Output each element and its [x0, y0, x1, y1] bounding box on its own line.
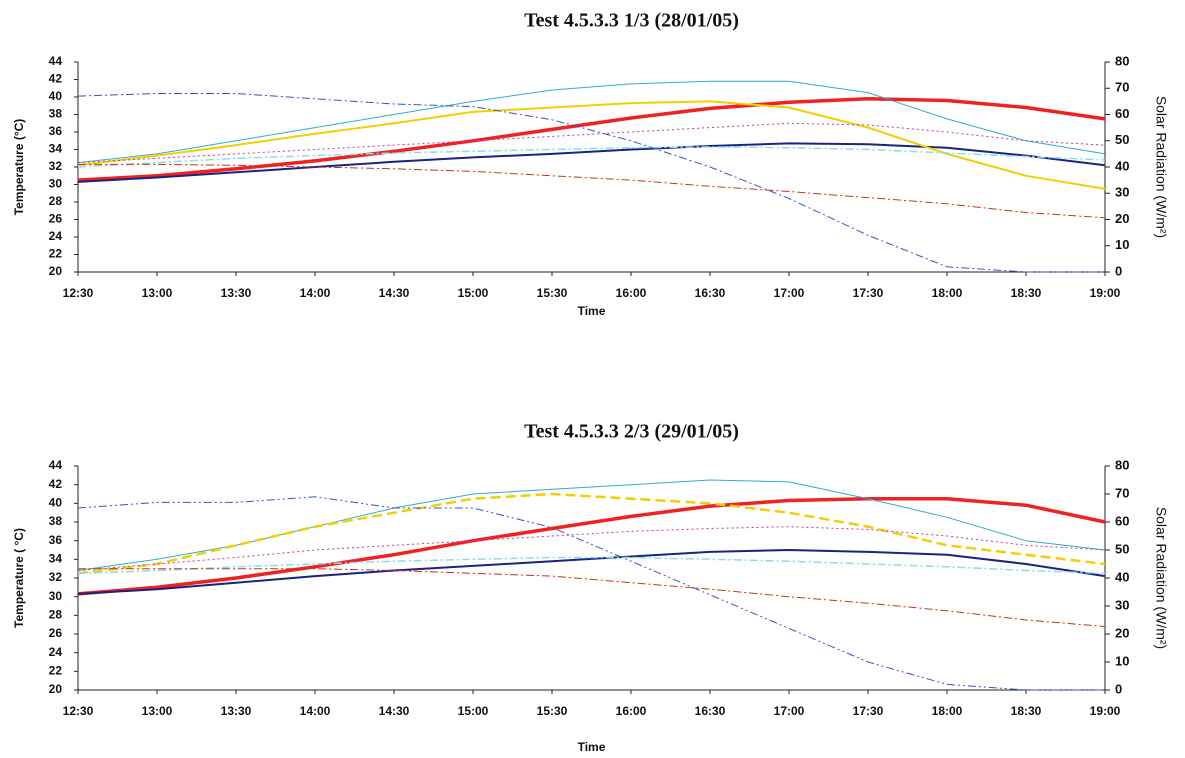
- y-tick-label: 42: [49, 72, 63, 86]
- series-line: [78, 568, 1106, 627]
- x-tick-label: 17:00: [774, 286, 805, 300]
- y-tick-label: 30: [49, 589, 63, 603]
- series-line: [77, 496, 1105, 691]
- x-tick-label: 12:30: [63, 286, 94, 300]
- x-tick-label: 15:30: [537, 286, 568, 300]
- y-tick-label: 34: [49, 552, 63, 566]
- series-line: [77, 556, 1106, 575]
- y2-tick-label: 30: [1115, 597, 1129, 612]
- y2-tick-label: 30: [1115, 185, 1129, 200]
- x-tick-label: 15:00: [458, 286, 489, 300]
- y2-tick-label: 50: [1115, 541, 1129, 556]
- x-tick-label: 17:00: [774, 704, 805, 718]
- y-tick-label: 36: [49, 533, 63, 547]
- series-line: [78, 163, 1106, 219]
- series-line: [77, 146, 1106, 168]
- series-line: [77, 492, 1106, 575]
- y-tick-label: 26: [49, 212, 63, 226]
- y2-tick-label: 80: [1115, 53, 1129, 68]
- x-tick-label: 13:00: [142, 704, 173, 718]
- y-tick-label: 32: [49, 159, 63, 173]
- y-tick-label: 32: [49, 570, 63, 584]
- x-tick-label: 16:30: [695, 286, 726, 300]
- x-tick-label: 18:00: [932, 704, 963, 718]
- x-tick-label: 19:00: [1090, 704, 1121, 718]
- y-tick-label: 42: [49, 477, 63, 491]
- y-tick-label: 24: [49, 229, 63, 243]
- y2-tick-label: 0: [1115, 681, 1122, 696]
- series-line: [77, 142, 1106, 183]
- y-tick-label: 20: [49, 682, 63, 696]
- y-tick-label: 22: [49, 664, 63, 678]
- y2-tick-label: 20: [1115, 625, 1129, 640]
- y2-tick-label: 80: [1115, 457, 1129, 472]
- y-tick-label: 28: [49, 194, 63, 208]
- y2-tick-label: 40: [1115, 569, 1129, 584]
- x-tick-label: 12:30: [63, 704, 94, 718]
- y-tick-label: 34: [49, 142, 63, 156]
- x-tick-label: 16:00: [616, 286, 647, 300]
- x-tick-label: 13:30: [221, 286, 252, 300]
- y-tick-label: 22: [49, 247, 63, 261]
- y-tick-label: 38: [49, 514, 63, 528]
- series-line: [77, 93, 1105, 273]
- y-tick-label: 28: [49, 608, 63, 622]
- x-tick-label: 14:00: [300, 704, 331, 718]
- y-tick-label: 44: [49, 458, 63, 472]
- x-tick-label: 15:00: [458, 704, 489, 718]
- x-tick-label: 18:00: [932, 286, 963, 300]
- y-tick-label: 30: [49, 177, 63, 191]
- y2-tick-label: 70: [1115, 485, 1129, 500]
- x-tick-label: 13:30: [221, 704, 252, 718]
- x-tick-label: 18:30: [1011, 286, 1042, 300]
- series-line: [77, 496, 1106, 596]
- series-line: [77, 549, 1106, 595]
- y2-tick-label: 0: [1115, 263, 1122, 278]
- y2-tick-label: 20: [1115, 211, 1129, 226]
- x-tick-label: 14:30: [379, 286, 410, 300]
- x-axis-label: Time: [578, 304, 606, 318]
- x-tick-label: 13:00: [142, 286, 173, 300]
- series-line: [77, 97, 1106, 182]
- y-tick-label: 44: [49, 54, 63, 68]
- x-tick-label: 14:00: [300, 286, 331, 300]
- series-line: [77, 122, 1106, 164]
- x-tick-label: 17:30: [853, 704, 884, 718]
- x-tick-label: 18:30: [1011, 704, 1042, 718]
- y-tick-label: 38: [49, 107, 63, 121]
- y-tick-label: 36: [49, 124, 63, 138]
- x-tick-label: 16:30: [695, 704, 726, 718]
- x-tick-label: 19:00: [1090, 286, 1121, 300]
- y2-tick-label: 10: [1115, 653, 1129, 668]
- y2-axis-label: Solar Radiation (W/m²): [1153, 96, 1169, 238]
- y2-tick-label: 60: [1115, 106, 1129, 121]
- x-axis-label: Time: [578, 740, 606, 754]
- y2-tick-label: 40: [1115, 158, 1129, 173]
- y-axis-label: Temperature ( °C): [12, 528, 26, 628]
- y-tick-label: 20: [49, 264, 63, 278]
- y-tick-label: 40: [49, 89, 63, 103]
- series-line: [77, 526, 1106, 571]
- y2-tick-label: 60: [1115, 513, 1129, 528]
- y-tick-label: 26: [49, 626, 63, 640]
- chart-title: Test 4.5.3.3 2/3 (29/01/05): [524, 421, 739, 443]
- y-tick-label: 40: [49, 496, 63, 510]
- x-tick-label: 17:30: [853, 286, 884, 300]
- series-line: [77, 100, 1106, 190]
- x-tick-label: 15:30: [537, 704, 568, 718]
- y2-tick-label: 10: [1115, 237, 1129, 252]
- y2-tick-label: 50: [1115, 132, 1129, 147]
- x-tick-label: 16:00: [616, 704, 647, 718]
- chart-title: Test 4.5.3.3 1/3 (28/01/05): [524, 10, 739, 32]
- y-axis-label: Temperature (°C): [12, 119, 26, 216]
- x-tick-label: 14:30: [379, 704, 410, 718]
- y2-axis-label: Solar Radiation (W/m²): [1153, 507, 1169, 649]
- y-tick-label: 24: [49, 645, 63, 659]
- series-line: [77, 80, 1106, 164]
- y2-tick-label: 70: [1115, 80, 1129, 95]
